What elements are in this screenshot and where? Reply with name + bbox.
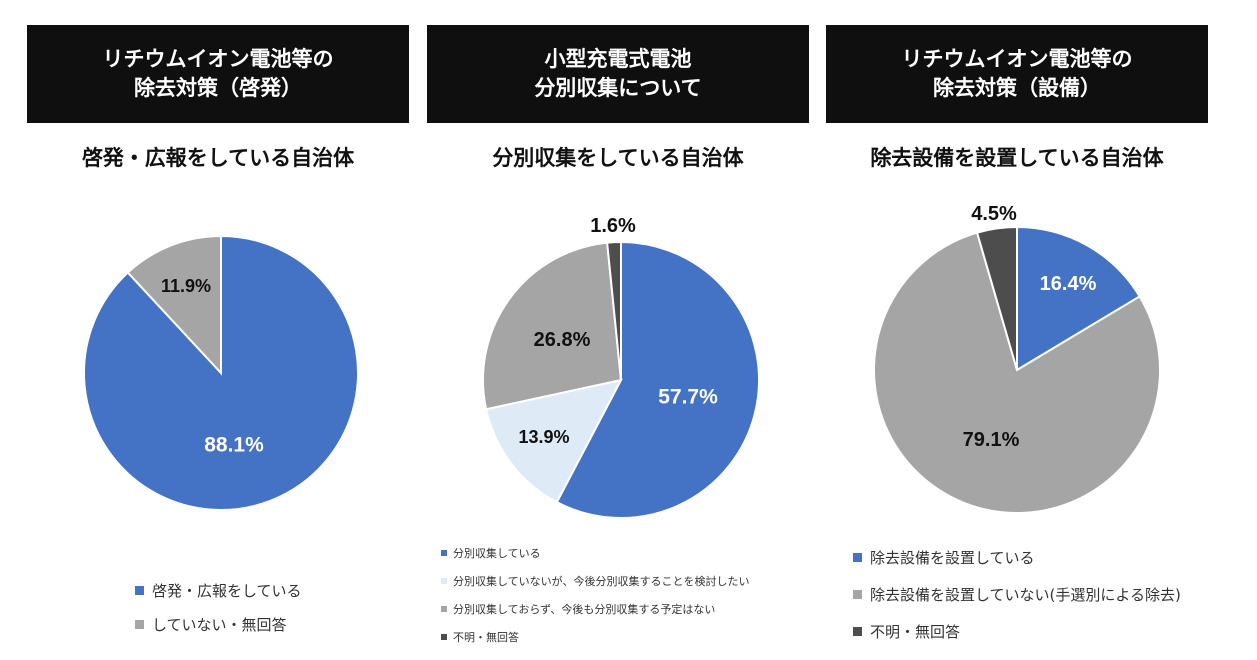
- legend: 除去設備を設置している 除去設備を設置していない(手選別による除去) 不明・無回…: [853, 539, 1181, 650]
- legend-item: 不明・無回答: [441, 623, 749, 651]
- legend-swatch: [853, 590, 862, 599]
- pie-slice: [484, 378, 623, 504]
- pie-slice: [975, 225, 1018, 371]
- legend-swatch: [441, 606, 447, 612]
- legend-swatch: [853, 627, 862, 636]
- panel-awareness: リチウムイオン電池等の 除去対策（啓発） 啓発・広報をしている自治体 88.1%…: [27, 0, 409, 660]
- data-label: 79.1%: [963, 429, 1020, 451]
- pie-slice: [873, 231, 1161, 514]
- header-line-2: 除去対策（啓発）: [134, 76, 302, 100]
- data-label: 88.1%: [204, 434, 264, 457]
- panel-header: 小型充電式電池 分別収集について: [427, 25, 809, 123]
- pie-slice: [606, 240, 622, 381]
- panel-removal-equipment: リチウムイオン電池等の 除去対策（設備） 除去設備を設置している自治体 16.4…: [826, 0, 1208, 660]
- data-label: 16.4%: [1040, 273, 1097, 295]
- legend-label: 除去設備を設置していない(手選別による除去): [870, 586, 1181, 604]
- legend-item: 除去設備を設置していない(手選別による除去): [853, 576, 1181, 613]
- pie-slice: [1016, 225, 1142, 372]
- data-label: 4.5%: [971, 203, 1017, 225]
- data-label: 57.7%: [658, 386, 718, 409]
- legend-item: 分別収集している: [441, 539, 749, 567]
- legend-swatch: [441, 578, 447, 584]
- pie-chart-removal-equipment: 16.4% 79.1% 4.5%: [873, 203, 1161, 514]
- legend: 分別収集している 分別収集していないが、今後分別収集することを検討したい 分別収…: [441, 539, 749, 651]
- data-label: 11.9%: [161, 276, 211, 296]
- legend-label: 啓発・広報をしている: [152, 581, 302, 600]
- panel-header: リチウムイオン電池等の 除去対策（啓発）: [27, 25, 409, 123]
- legend-label: 不明・無回答: [453, 631, 519, 644]
- legend-label: 分別収集していないが、今後分別収集することを検討したい: [453, 575, 750, 588]
- legend-label: していない・無回答: [152, 615, 287, 634]
- legend-item: 除去設備を設置している: [853, 539, 1181, 576]
- legend-label: 分別収集している: [453, 547, 541, 560]
- header-line-2: 除去対策（設備）: [933, 76, 1101, 100]
- legend-swatch: [441, 634, 447, 640]
- data-label: 1.6%: [590, 215, 636, 237]
- pie-chart-separate-collection: 57.7% 13.9% 26.8% 1.6%: [482, 215, 760, 519]
- chart-subtitle: 分別収集をしている自治体: [492, 146, 744, 170]
- legend-label: 除去設備を設置している: [870, 549, 1035, 567]
- legend-swatch: [853, 553, 862, 562]
- legend-swatch: [441, 550, 447, 556]
- header-line-1: リチウムイオン電池等の: [901, 47, 1133, 71]
- pie-slice: [555, 240, 760, 519]
- header-line-1: リチウムイオン電池等の: [102, 47, 334, 71]
- legend-label: 不明・無回答: [870, 623, 961, 641]
- legend-item: 啓発・広報をしている: [135, 573, 302, 607]
- header-line-1: 小型充電式電池: [544, 47, 692, 71]
- data-label: 26.8%: [534, 329, 591, 351]
- panel-header: リチウムイオン電池等の 除去対策（設備）: [826, 25, 1208, 123]
- pie-slice: [482, 241, 623, 411]
- legend-item: 不明・無回答: [853, 613, 1181, 650]
- pie-slice: [126, 234, 222, 376]
- chart-subtitle: 啓発・広報をしている自治体: [81, 146, 355, 170]
- legend-label: 分別収集しておらず、今後も分別収集する予定はない: [453, 603, 716, 616]
- data-label: 13.9%: [518, 427, 569, 447]
- panel-separate-collection: 小型充電式電池 分別収集について 分別収集をしている自治体 57.7% 13.9%…: [427, 0, 809, 660]
- header-line-2: 分別収集について: [534, 76, 702, 100]
- legend-item: 分別収集していないが、今後分別収集することを検討したい: [441, 567, 749, 595]
- chart-subtitle: 除去設備を設置している自治体: [870, 146, 1164, 170]
- legend-item: していない・無回答: [135, 607, 302, 641]
- legend: 啓発・広報をしている していない・無回答: [135, 573, 302, 641]
- legend-swatch: [135, 585, 144, 595]
- pie-chart-awareness: 88.1% 11.9%: [83, 234, 359, 511]
- legend-swatch: [135, 619, 144, 629]
- legend-item: 分別収集しておらず、今後も分別収集する予定はない: [441, 595, 749, 623]
